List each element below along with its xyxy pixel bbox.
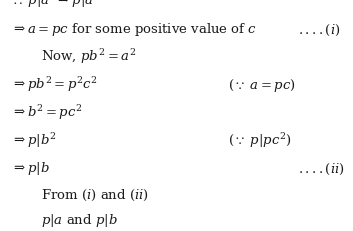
Text: $(\because\; a = pc)$: $(\because\; a = pc)$ (228, 77, 296, 94)
Text: $(\because\; p|pc^2)$: $(\because\; p|pc^2)$ (228, 130, 291, 149)
Text: $....(ii)$: $....(ii)$ (298, 162, 345, 177)
Text: $\Rightarrow b^2 = pc^2$: $\Rightarrow b^2 = pc^2$ (11, 103, 82, 121)
Text: $p|a$ and $p|b$: $p|a$ and $p|b$ (41, 211, 117, 228)
Text: From $(i)$ and $(ii)$: From $(i)$ and $(ii)$ (41, 187, 149, 202)
Text: $\Rightarrow a = pc$ for some positive value of $c$: $\Rightarrow a = pc$ for some positive v… (11, 21, 257, 38)
Text: $\therefore\; p|a^2 \Rightarrow p|a$: $\therefore\; p|a^2 \Rightarrow p|a$ (11, 0, 93, 10)
Text: $\Rightarrow pb^2 = p^2c^2$: $\Rightarrow pb^2 = p^2c^2$ (11, 75, 97, 94)
Text: $\Rightarrow p|b$: $\Rightarrow p|b$ (11, 160, 49, 177)
Text: $....(i)$: $....(i)$ (298, 23, 341, 38)
Text: Now, $pb^2 = a^2$: Now, $pb^2 = a^2$ (41, 47, 136, 66)
Text: $\Rightarrow p|b^2$: $\Rightarrow p|b^2$ (11, 130, 56, 149)
